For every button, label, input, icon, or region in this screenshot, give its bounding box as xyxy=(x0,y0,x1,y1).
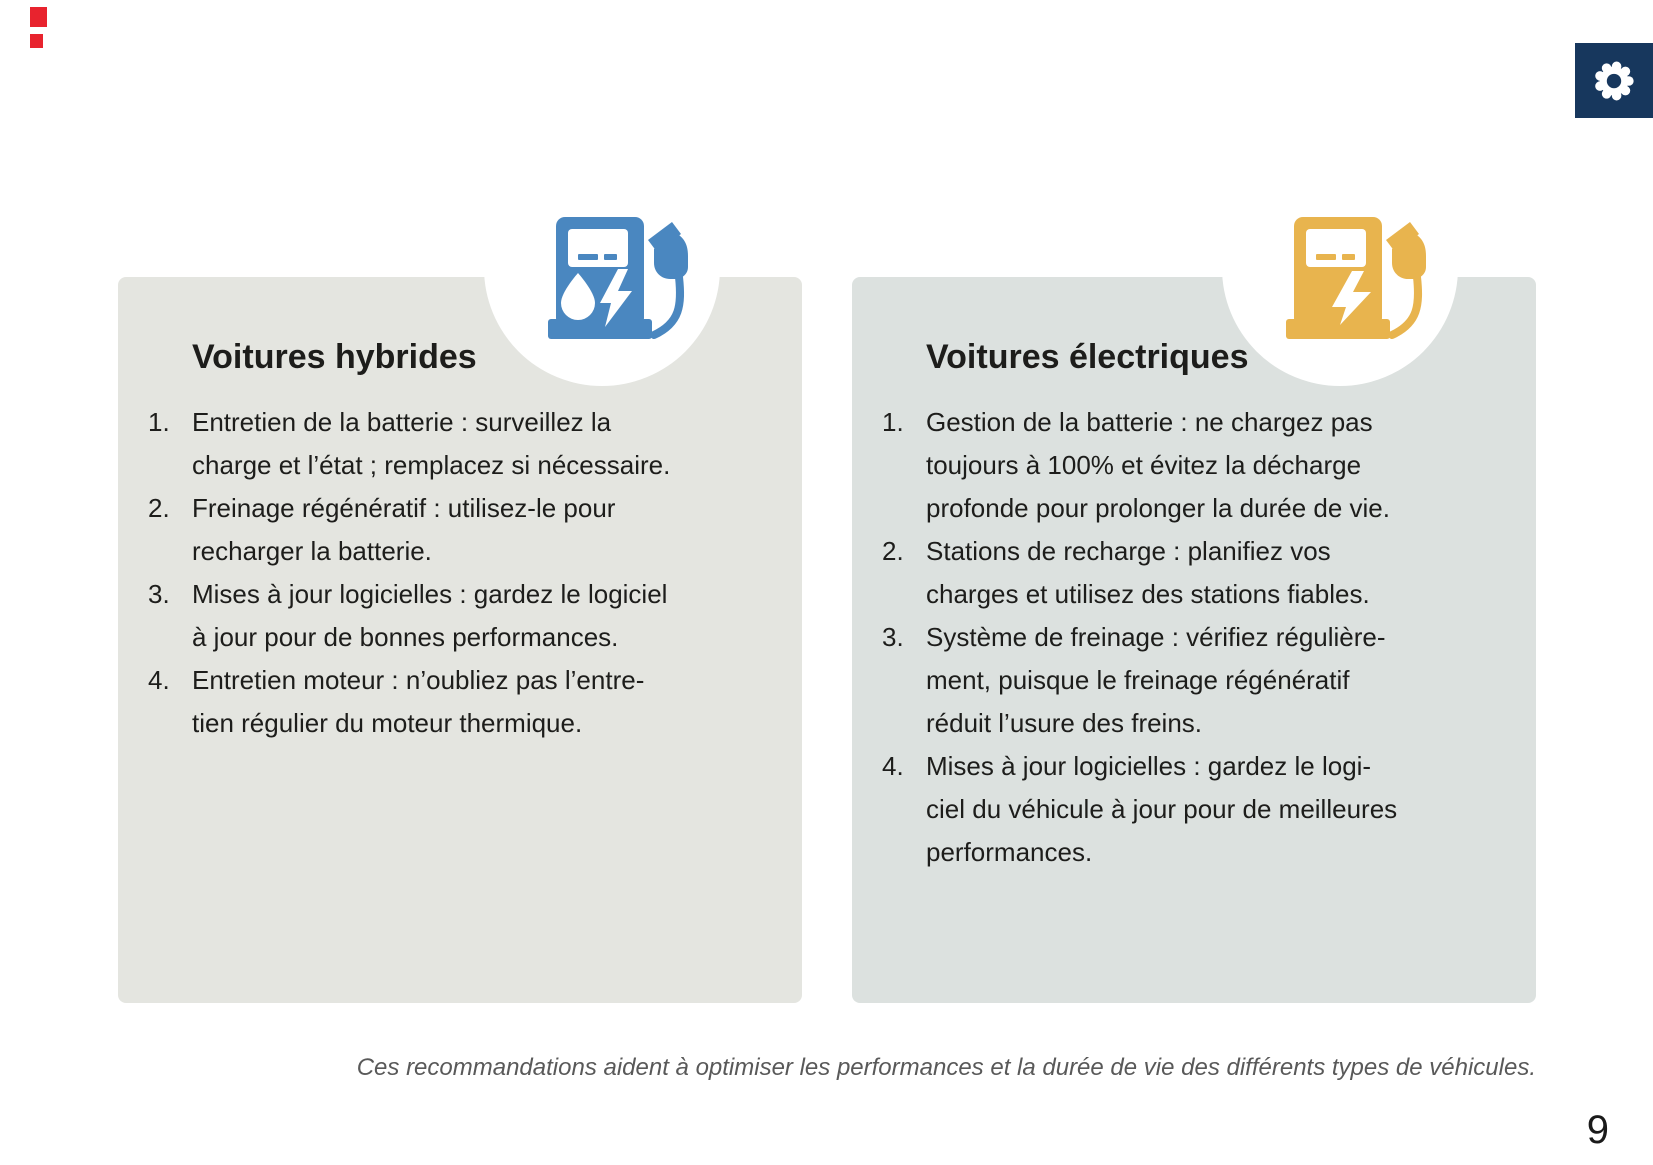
hybrid-card: Voitures hybrides 1. Entretien de la bat… xyxy=(118,277,802,1003)
red-accent-mark xyxy=(30,34,43,48)
list-item-number: 2. xyxy=(148,493,170,523)
list-item-number: 4. xyxy=(148,665,170,695)
list-item-number: 1. xyxy=(148,407,170,437)
list-item: 4. Mises à jour logicielles : gardez le … xyxy=(882,745,1536,874)
footer-note: Ces recommandations aident à optimiser l… xyxy=(356,1054,1536,1081)
list-item: 2. Stations de recharge : planifiez vos … xyxy=(882,530,1536,616)
red-accent-mark xyxy=(30,7,47,27)
list-item-text: Entretien moteur : n’oubliez pas l’entre… xyxy=(192,665,645,738)
hybrid-tips-list: 1. Entretien de la batterie : surveillez… xyxy=(118,401,802,745)
electric-card-title: Voitures électriques xyxy=(926,338,1249,376)
list-item-number: 1. xyxy=(882,407,904,437)
hybrid-card-title: Voitures hybrides xyxy=(192,338,477,376)
list-item-text: Stations de recharge : planifiez vos cha… xyxy=(926,536,1370,609)
list-item-number: 2. xyxy=(882,536,904,566)
fuel-pump-electric-icon xyxy=(1286,217,1426,339)
list-item-text: Mises à jour logicielles : gardez le log… xyxy=(926,751,1398,867)
list-item-text: Mises à jour logicielles : gardez le log… xyxy=(192,579,668,652)
list-item-text: Entretien de la batterie : surveillez la… xyxy=(192,407,671,480)
list-item: 1. Entretien de la batterie : surveillez… xyxy=(148,401,802,487)
list-item: 1. Gestion de la batterie : ne chargez p… xyxy=(882,401,1536,530)
electric-card: Voitures électriques 1. Gestion de la ba… xyxy=(852,277,1536,1003)
fuel-pump-hybrid-icon xyxy=(548,217,688,339)
page-number: 9 xyxy=(1586,1108,1609,1152)
list-item-number: 4. xyxy=(882,751,904,781)
list-item-text: Freinage régénératif : utilisez-le pour … xyxy=(192,493,616,566)
list-item-number: 3. xyxy=(882,622,904,652)
electric-tips-list: 1. Gestion de la batterie : ne chargez p… xyxy=(852,401,1536,874)
list-item-text: Système de freinage : vérifiez régulière… xyxy=(926,622,1386,738)
list-item: 3. Mises à jour logicielles : gardez le … xyxy=(148,573,802,659)
gear-badge xyxy=(1575,43,1653,118)
list-item: 4. Entretien moteur : n’oubliez pas l’en… xyxy=(148,659,802,745)
gear-icon xyxy=(1595,61,1634,100)
list-item-text: Gestion de la batterie : ne chargez pas … xyxy=(926,407,1390,523)
list-item: 2. Freinage régénératif : utilisez-le po… xyxy=(148,487,802,573)
list-item-number: 3. xyxy=(148,579,170,609)
list-item: 3. Système de freinage : vérifiez réguli… xyxy=(882,616,1536,745)
